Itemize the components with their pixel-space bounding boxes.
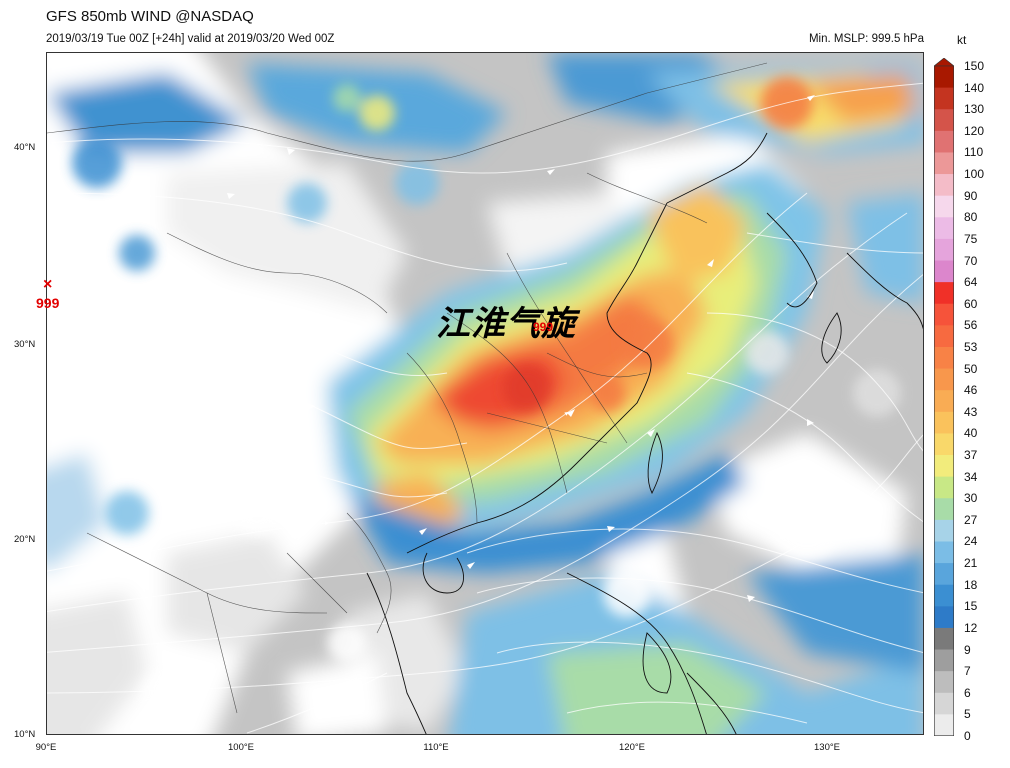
colorbar-swatch xyxy=(934,368,954,391)
colorbar-arrow xyxy=(934,58,954,67)
colorbar-swatch xyxy=(934,152,954,175)
colorbar-swatch xyxy=(934,174,954,197)
colorbar-label: 27 xyxy=(964,512,978,527)
wind-map xyxy=(46,52,924,735)
colorbar-label: 9 xyxy=(964,642,971,657)
colorbar-swatch xyxy=(934,87,954,110)
lon-label-100: 100°E xyxy=(228,742,254,753)
colorbar-swatch xyxy=(934,584,954,607)
colorbar-swatch xyxy=(934,109,954,132)
colorbar-label: 46 xyxy=(964,383,978,398)
colorbar-border xyxy=(934,65,954,736)
wind-shading xyxy=(47,53,923,734)
low-pressure-value-center: 999 xyxy=(533,320,554,334)
colorbar-swatch xyxy=(934,303,954,326)
colorbar-swatch xyxy=(934,195,954,218)
colorbar-label: 64 xyxy=(964,275,978,290)
colorbar-label: 140 xyxy=(964,80,985,95)
colorbar-label: 75 xyxy=(964,231,978,246)
lon-label-130: 130°E xyxy=(814,742,840,753)
colorbar-label: 5 xyxy=(964,707,971,722)
colorbar-swatch xyxy=(934,390,954,413)
colorbar-swatch xyxy=(934,217,954,240)
colorbar-swatch xyxy=(934,66,954,89)
wind-detail xyxy=(72,77,901,717)
colorbar-swatch xyxy=(934,671,954,694)
colorbar-label: 120 xyxy=(964,123,985,138)
colorbar-swatch xyxy=(934,714,954,736)
colorbar-label: 34 xyxy=(964,469,978,484)
cyclone-annotation: 江淮气旋 xyxy=(436,304,576,344)
lat-label-30: 30°N xyxy=(14,339,36,350)
colorbar-label: 53 xyxy=(964,339,978,354)
map-title: GFS 850mb WIND @NASDAQ xyxy=(46,8,254,25)
colorbar-label: 0 xyxy=(964,729,971,743)
lon-label-120: 120°E xyxy=(619,742,645,753)
low-pressure-marker: × xyxy=(43,276,53,293)
min-mslp: Min. MSLP: 999.5 hPa xyxy=(808,33,924,45)
colorbar-unit: kt xyxy=(957,33,967,47)
colorbar-swatch xyxy=(934,498,954,521)
colorbar-label: 18 xyxy=(964,577,978,592)
colorbar-label: 12 xyxy=(964,620,978,635)
colorbar-label: 6 xyxy=(964,685,971,700)
colorbar-label: 15 xyxy=(964,599,978,614)
colorbar-label: 60 xyxy=(964,296,978,311)
valid-time: 2019/03/19 Tue 00Z [+24h] valid at 2019/… xyxy=(46,33,335,45)
colorbar-label: 100 xyxy=(964,167,985,182)
colorbar-swatch xyxy=(934,606,954,629)
colorbar-swatch xyxy=(934,519,954,542)
colorbar-label: 70 xyxy=(964,253,978,268)
lon-label-90: 90°E xyxy=(35,742,57,753)
colorbar xyxy=(934,58,954,736)
colorbar-swatch xyxy=(934,649,954,672)
colorbar-swatch xyxy=(934,563,954,586)
colorbar-swatch xyxy=(934,282,954,305)
colorbar-label: 24 xyxy=(964,534,978,549)
lon-label-110: 110°E xyxy=(423,742,449,753)
borders xyxy=(47,62,768,714)
colorbar-swatch xyxy=(934,541,954,564)
colorbar-label: 110 xyxy=(964,145,984,160)
colorbar-swatch xyxy=(934,433,954,456)
coastline xyxy=(366,132,923,734)
colorbar-swatch xyxy=(934,627,954,650)
colorbar-label: 56 xyxy=(964,318,978,333)
colorbar-swatch xyxy=(934,130,954,153)
lat-label-40: 40°N xyxy=(14,142,36,153)
colorbar-swatches xyxy=(934,58,954,736)
streamlines xyxy=(47,82,923,734)
colorbar-label: 90 xyxy=(964,188,978,203)
colorbar-label: 150 xyxy=(964,59,985,73)
colorbar-swatch xyxy=(934,692,954,715)
colorbar-swatch xyxy=(934,260,954,283)
colorbar-swatch xyxy=(934,325,954,348)
colorbar-swatch xyxy=(934,238,954,261)
colorbar-label: 30 xyxy=(964,491,978,506)
colorbar-label: 50 xyxy=(964,361,978,376)
colorbar-swatch xyxy=(934,476,954,499)
colorbar-label: 40 xyxy=(964,426,978,441)
colorbar-label: 37 xyxy=(964,448,978,463)
colorbar-label: 21 xyxy=(964,556,978,571)
lat-label-10: 10°N xyxy=(14,729,36,740)
colorbar-swatch xyxy=(934,455,954,478)
low-pressure-value-left: 999 xyxy=(36,295,60,311)
lat-label-20: 20°N xyxy=(14,534,36,545)
colorbar-swatch xyxy=(934,411,954,434)
colorbar-label: 130 xyxy=(964,102,985,117)
colorbar-label: 43 xyxy=(964,404,978,419)
wind-field xyxy=(47,53,923,734)
colorbar-label: 7 xyxy=(964,664,971,679)
colorbar-label: 80 xyxy=(964,210,978,225)
colorbar-swatch xyxy=(934,346,954,369)
